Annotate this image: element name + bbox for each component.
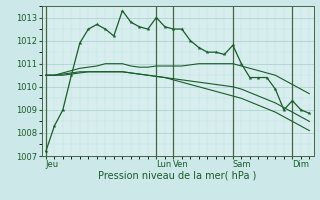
X-axis label: Pression niveau de la mer( hPa ): Pression niveau de la mer( hPa ) [99,171,257,181]
